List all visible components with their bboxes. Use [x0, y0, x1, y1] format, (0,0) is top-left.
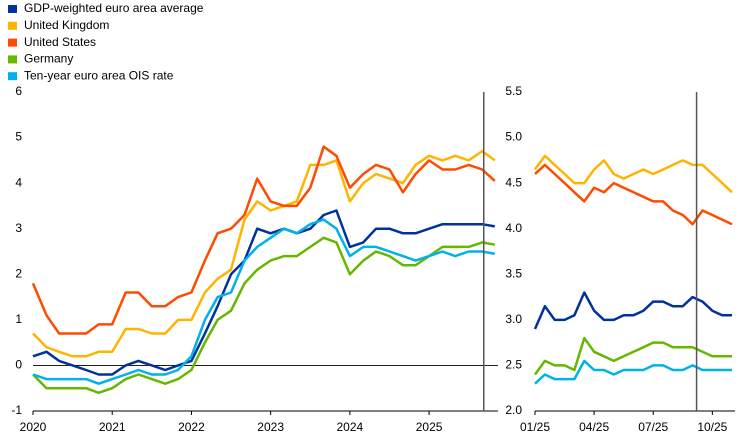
series-line	[534, 359, 732, 385]
y-tick-label: 5	[15, 130, 22, 144]
legend-swatch	[8, 38, 17, 47]
series-line	[31, 145, 496, 335]
series-line	[32, 149, 496, 358]
x-tick-label: 2023	[257, 420, 284, 434]
x-tick-label: 2024	[337, 420, 364, 434]
series-line	[32, 236, 496, 395]
y-tick-label: 4	[15, 175, 22, 189]
y-tick-label: 5.5	[505, 84, 522, 98]
y-tick-label: 1	[15, 312, 22, 326]
series-line	[32, 209, 496, 376]
legend-swatch	[8, 55, 17, 64]
y-tick-label: -1	[11, 403, 22, 417]
x-tick-label: 2021	[99, 420, 126, 434]
legend-label: GDP-weighted euro area average	[24, 1, 204, 15]
y-tick-label: 5.0	[505, 130, 522, 144]
series-line	[533, 291, 732, 330]
series-line	[534, 163, 733, 226]
y-tick-label: 3.5	[505, 266, 522, 280]
y-tick-label: 2.5	[505, 358, 522, 372]
y-tick-label: 3.0	[505, 312, 522, 326]
y-tick-label: 4.5	[505, 175, 522, 189]
y-tick-label: 0	[15, 358, 22, 372]
y-tick-label: 3	[15, 221, 22, 235]
y-tick-label: 4.0	[505, 221, 522, 235]
x-tick-label: 04/25	[579, 420, 609, 434]
x-tick-label: 2025	[416, 420, 443, 434]
legend-swatch	[8, 72, 17, 81]
x-tick-label: 07/25	[638, 420, 668, 434]
y-tick-label: 6	[15, 84, 22, 98]
y-tick-label: 2	[15, 266, 22, 280]
legend-label: United States	[24, 35, 96, 49]
x-tick-label: 2020	[20, 420, 47, 434]
x-tick-label: 10/25	[697, 420, 727, 434]
legend-swatch	[8, 5, 17, 13]
legend-swatch	[8, 21, 17, 30]
x-tick-label: 01/25	[520, 420, 550, 434]
legend-label: Ten-year euro area OIS rate	[24, 68, 174, 82]
legend-label: United Kingdom	[24, 18, 109, 32]
legend-label: Germany	[24, 52, 73, 66]
series-line	[32, 218, 496, 385]
series-line	[533, 336, 732, 376]
x-tick-label: 2022	[178, 420, 205, 434]
series-line	[533, 154, 733, 194]
y-tick-label: 2.0	[505, 403, 522, 417]
